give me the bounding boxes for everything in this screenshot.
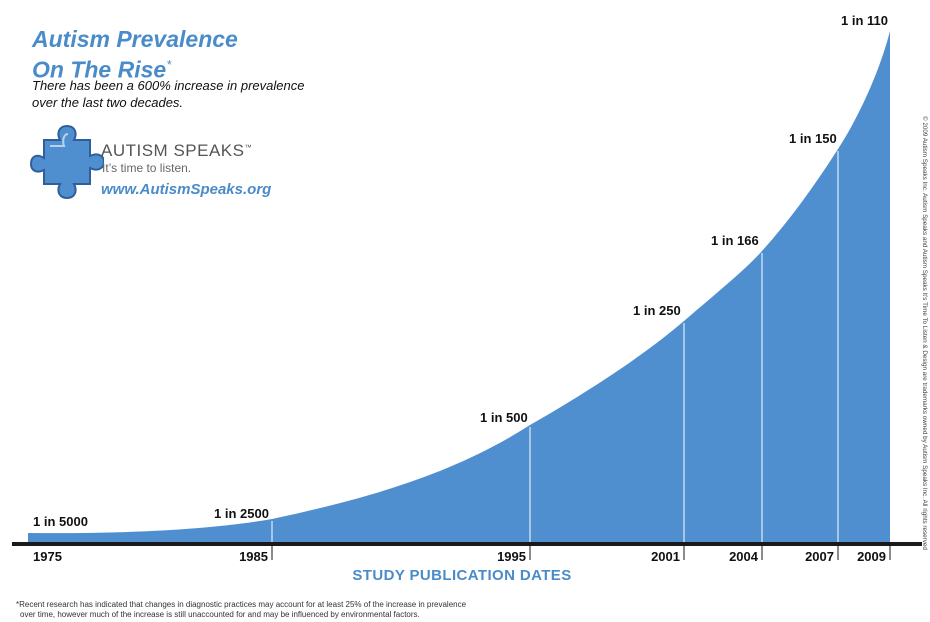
brand-url[interactable]: www.AutismSpeaks.org	[101, 181, 272, 198]
x-axis-title: STUDY PUBLICATION DATES	[352, 567, 572, 584]
title-line-2: On The Rise*	[32, 52, 238, 83]
data-label-1985: 1 in 2500	[214, 506, 269, 521]
brand-name: AUTISM SPEAKS™	[101, 141, 252, 161]
data-label-2004: 1 in 166	[711, 233, 759, 248]
title-line-2-text: On The Rise	[32, 56, 167, 83]
brand-tagline: It’s time to listen.	[102, 161, 192, 175]
tick-label-1995: 1995	[497, 549, 526, 564]
subtitle-line-1: There has been a 600% increase in preval…	[32, 78, 305, 93]
data-label-1995: 1 in 500	[480, 410, 528, 425]
footnote-line-2: over time, however much of the increase …	[20, 610, 420, 619]
tick-label-2004: 2004	[729, 549, 759, 564]
subtitle: There has been a 600% increase in preval…	[32, 77, 332, 111]
data-label-2001: 1 in 250	[633, 303, 681, 318]
page-title: Autism Prevalence On The Rise*	[32, 26, 238, 83]
x-axis-tick-labels: 1975 1985 1995 2001 2004 2007 2009	[33, 549, 886, 564]
data-label-1975: 1 in 5000	[33, 514, 88, 529]
tick-label-2009: 2009	[857, 549, 886, 564]
tick-label-1975: 1975	[33, 549, 62, 564]
x-axis-line	[12, 542, 922, 546]
subtitle-line-2: over the last two decades.	[32, 95, 184, 110]
puzzle-piece-logo-icon	[30, 124, 104, 200]
tick-label-2001: 2001	[651, 549, 680, 564]
footnote-line-1: *Recent research has indicated that chan…	[16, 600, 467, 609]
footnote: *Recent research has indicated that chan…	[16, 600, 466, 620]
brand-name-text: AUTISM SPEAKS	[101, 141, 245, 160]
prevalence-area	[28, 31, 890, 542]
copyright-notice: © 2009 Autism Speaks Inc. Autism Speaks …	[921, 116, 928, 550]
data-labels: 1 in 5000 1 in 2500 1 in 500 1 in 250 1 in 1…	[33, 13, 888, 529]
x-axis-ticks	[271, 546, 891, 560]
brand-trademark: ™	[244, 144, 252, 152]
tick-label-2007: 2007	[805, 549, 834, 564]
tick-label-1985: 1985	[239, 549, 268, 564]
data-label-2007: 1 in 150	[789, 131, 837, 146]
data-label-2009: 1 in 110	[841, 13, 888, 28]
divider-lines	[271, 151, 839, 542]
title-line-1: Autism Prevalence	[32, 26, 238, 52]
title-footnote-mark: *	[166, 57, 172, 72]
